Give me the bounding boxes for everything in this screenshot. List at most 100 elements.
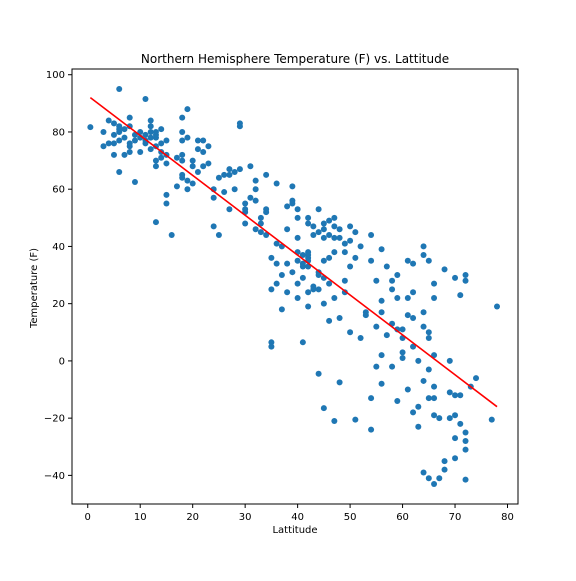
data-point [494, 303, 501, 310]
data-point [189, 157, 196, 164]
data-point [152, 219, 159, 226]
data-point [404, 386, 411, 393]
data-point [415, 357, 422, 364]
data-point [152, 163, 159, 170]
y-tick-label: 100 [46, 70, 65, 81]
data-point [100, 128, 107, 135]
data-point [131, 179, 138, 186]
data-point [247, 194, 254, 201]
data-point [315, 206, 322, 213]
data-point [394, 326, 401, 333]
data-point [305, 214, 312, 221]
data-point [410, 409, 417, 416]
data-point [263, 231, 270, 238]
data-point [121, 126, 128, 133]
data-point [215, 174, 222, 181]
data-point [326, 280, 333, 287]
data-point [289, 200, 296, 207]
data-point [320, 300, 327, 307]
data-point [399, 355, 406, 362]
data-point [257, 229, 264, 236]
data-point [142, 96, 149, 103]
x-tick-label: 20 [186, 512, 199, 523]
data-point [184, 134, 191, 141]
data-point [425, 366, 432, 373]
data-point [179, 114, 186, 121]
data-point [100, 143, 107, 150]
regression-layer [89, 96, 498, 408]
data-point [431, 280, 438, 287]
data-point [368, 231, 375, 238]
x-tick-label: 60 [396, 512, 409, 523]
data-point [284, 260, 291, 267]
data-point [179, 137, 186, 144]
axes: 0 10 20 30 40 50 60 70 80 −40 −20 0 20 40 60 80 100 [44, 68, 519, 523]
data-point [105, 140, 112, 147]
data-point [315, 229, 322, 236]
data-point [315, 272, 322, 279]
data-point [341, 240, 348, 247]
data-point [163, 137, 170, 144]
data-point [257, 220, 264, 227]
data-point [320, 257, 327, 264]
data-point [116, 137, 123, 144]
data-point [126, 114, 133, 121]
data-point [289, 183, 296, 190]
data-point [425, 335, 432, 342]
data-point [147, 128, 154, 135]
data-point [473, 375, 480, 382]
x-tick-label: 70 [449, 512, 462, 523]
data-point [299, 263, 306, 270]
data-point [294, 257, 301, 264]
data-point [205, 160, 212, 167]
data-point [347, 237, 354, 244]
data-point [441, 266, 448, 273]
data-point [404, 294, 411, 301]
data-point [452, 274, 459, 281]
data-point [252, 177, 259, 184]
data-point [247, 163, 254, 170]
data-point [341, 277, 348, 284]
data-point [420, 252, 427, 259]
data-point [420, 309, 427, 316]
data-point [462, 272, 469, 279]
data-point [378, 246, 385, 253]
data-point [368, 257, 375, 264]
data-point [373, 323, 380, 330]
data-point [231, 186, 238, 193]
data-point [431, 352, 438, 359]
data-point [284, 226, 291, 233]
data-point [310, 223, 317, 230]
data-point [110, 131, 117, 138]
data-point [362, 312, 369, 319]
data-point [273, 260, 280, 267]
data-point [431, 395, 438, 402]
data-point [352, 416, 359, 423]
data-point [294, 294, 301, 301]
data-point [410, 343, 417, 350]
data-point [221, 189, 228, 196]
data-point [210, 194, 217, 201]
data-point [352, 254, 359, 261]
data-point [404, 257, 411, 264]
data-point [236, 120, 243, 127]
data-point [226, 171, 233, 178]
data-point [215, 231, 222, 238]
data-point [137, 148, 144, 155]
y-tick-label: 80 [52, 127, 65, 138]
data-point [179, 174, 186, 181]
data-point [310, 231, 317, 238]
data-point [121, 134, 128, 141]
data-point [462, 476, 469, 483]
data-point [116, 123, 123, 130]
data-point [126, 140, 133, 147]
data-point [179, 128, 186, 135]
data-point [163, 191, 170, 198]
data-point [200, 163, 207, 170]
data-point [326, 254, 333, 261]
data-point [231, 169, 238, 176]
data-point [352, 229, 359, 236]
data-point [373, 277, 380, 284]
data-point [152, 128, 159, 135]
